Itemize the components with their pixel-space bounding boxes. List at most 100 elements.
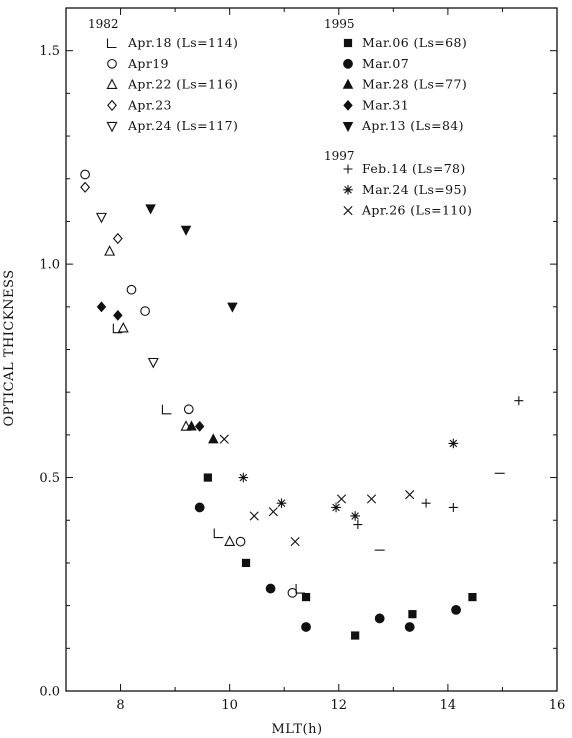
data-point — [353, 520, 363, 530]
x-tick-label: 10 — [221, 698, 238, 713]
legend-entry: Mar.31 — [362, 97, 409, 112]
data-point — [186, 420, 197, 431]
legend-marker — [106, 78, 118, 89]
data-point — [421, 498, 431, 508]
legend-entry: Mar.24 (Ls=95) — [362, 182, 467, 197]
axis-tick-labels: 8 10 12 14 16 0.0 0.5 1.0 1.5 — [39, 44, 565, 713]
data-point — [268, 507, 278, 517]
legend-entry: Apr.18 (Ls=114) — [127, 35, 238, 50]
data-point — [301, 592, 311, 602]
data-point — [404, 622, 415, 632]
y-tick-label: 1.5 — [39, 44, 60, 59]
data-point — [366, 494, 377, 504]
data-point — [249, 511, 259, 521]
data-point — [276, 498, 287, 508]
data-point — [468, 592, 477, 602]
data-point — [140, 306, 150, 316]
legend-entry: Apr.22 (Ls=116) — [127, 77, 238, 92]
data-point — [96, 301, 107, 313]
data-point — [405, 490, 415, 500]
data-point — [408, 610, 417, 619]
data-point — [448, 438, 459, 449]
data-point — [95, 212, 107, 224]
data-point — [374, 613, 385, 624]
data-point — [112, 232, 123, 245]
data-point — [241, 558, 251, 568]
data-point — [161, 404, 172, 415]
data-point — [235, 536, 246, 547]
x-axis-label: MLT(h) — [271, 722, 322, 737]
data-point — [183, 404, 194, 415]
data-point — [336, 494, 347, 504]
legend-entry: Mar.28 (Ls=77) — [362, 77, 467, 92]
data-point — [287, 587, 298, 598]
data-point — [351, 631, 360, 640]
data-point — [145, 204, 156, 215]
data-point — [290, 537, 300, 547]
data-point — [514, 396, 524, 406]
legend-entry: Mar.07 — [362, 56, 409, 71]
data-point — [331, 502, 341, 513]
data-point — [301, 622, 311, 632]
x-tick-label: 14 — [440, 698, 457, 713]
data-points — [80, 169, 524, 640]
data-point — [265, 583, 276, 594]
data-point — [238, 472, 249, 483]
data-point — [451, 604, 461, 615]
x-tick-label: 12 — [331, 698, 348, 713]
legend-group-1982: 1982 Apr.18 (Ls=114) Apr19 Apr.22 (Ls=116) A… — [88, 17, 238, 133]
y-axis-label: OPTICAL THICKNESS — [2, 269, 17, 426]
legend-year: 1982 — [88, 17, 119, 31]
data-point — [203, 473, 212, 482]
legend-marker — [342, 78, 354, 89]
legend-marker — [343, 99, 353, 111]
legend-year: 1995 — [324, 17, 355, 31]
data-point — [117, 321, 129, 333]
legend-entry: Feb.14 (Ls=78) — [362, 161, 466, 176]
legend-marker — [343, 58, 353, 69]
data-point — [104, 245, 116, 256]
legend-marker — [107, 99, 117, 112]
legend-marker — [106, 121, 118, 133]
legend-group-1997: 1997 Feb.14 (Ls=78) Mar.24 (Ls=95) Apr.26 (… — [324, 149, 472, 218]
data-point — [208, 433, 219, 444]
legend-group-1995: 1995 Mar.06 (Ls=68) Mar.07 Mar.28 (Ls=77) Ma… — [324, 17, 467, 133]
axis-ticks — [65, 7, 558, 692]
legend-year: 1997 — [324, 149, 355, 163]
legend-entry: Apr.24 (Ls=117) — [127, 118, 238, 133]
legend-marker — [343, 164, 353, 174]
x-tick-label: 8 — [116, 698, 124, 713]
data-point — [180, 225, 192, 236]
legend-entry: Apr19 — [127, 56, 169, 71]
data-point — [213, 528, 224, 539]
legend-marker — [343, 206, 353, 216]
data-point — [147, 357, 159, 369]
legend-entry: Mar.06 (Ls=68) — [362, 35, 467, 50]
data-point — [113, 309, 123, 321]
data-point — [180, 420, 192, 431]
legend-entry: Apr.26 (Ls=110) — [361, 203, 472, 218]
legend-marker — [343, 185, 353, 195]
x-tick-label: 16 — [549, 698, 566, 713]
data-point — [126, 284, 137, 295]
data-point — [80, 181, 91, 193]
y-tick-label: 1.0 — [39, 258, 60, 273]
data-point — [194, 502, 205, 513]
data-point — [350, 511, 360, 521]
legend-marker — [106, 38, 117, 49]
data-point — [295, 584, 306, 594]
y-tick-label: 0.5 — [39, 471, 60, 486]
y-tick-label: 0.0 — [39, 685, 60, 700]
legend-entry: Apr.23 — [127, 97, 172, 112]
legend-marker — [107, 58, 117, 69]
data-point — [112, 323, 123, 334]
legend: 1982 Apr.18 (Ls=114) Apr19 Apr.22 (Ls=116) A… — [88, 17, 472, 218]
legend-marker — [343, 38, 353, 48]
legend-marker — [342, 122, 354, 133]
data-point — [80, 169, 90, 180]
data-point — [224, 535, 236, 546]
legend-entry: Apr.13 (Ls=84) — [361, 118, 464, 133]
data-point — [227, 302, 238, 313]
data-point — [219, 434, 229, 444]
